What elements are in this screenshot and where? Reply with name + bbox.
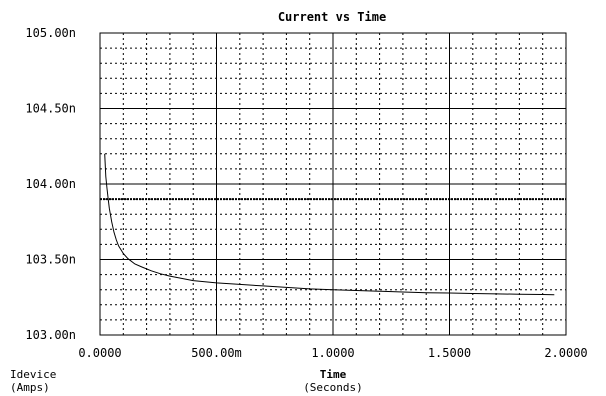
y-axis-label: Idevice [10, 368, 56, 381]
series-line-0 [104, 153, 555, 296]
x-tick-label: 1.5000 [428, 346, 471, 360]
x-tick-label: 1.0000 [311, 346, 354, 360]
chart-title: Current vs Time [278, 10, 386, 24]
x-tick-label: 2.0000 [544, 346, 587, 360]
y-tick-label: 103.00n [25, 328, 76, 342]
y-tick-label: 104.50n [25, 102, 76, 116]
x-axis-label: Time [320, 368, 347, 381]
y-tick-label: 103.50n [25, 253, 76, 267]
x-axis-unit: (Seconds) [303, 381, 363, 394]
x-tick-labels: 0.0000 500.00m 1.0000 1.5000 2.0000 [78, 346, 587, 360]
y-axis-unit: (Amps) [10, 381, 50, 394]
y-tick-labels: 103.00n 103.50n 104.00n 104.50n 105.00n [25, 26, 76, 342]
y-tick-label: 104.00n [25, 177, 76, 191]
x-tick-label: 500.00m [191, 346, 242, 360]
plot-frame [99, 32, 567, 336]
series-group [104, 153, 555, 296]
grid [100, 33, 566, 335]
x-tick-label: 0.0000 [78, 346, 121, 360]
y-tick-label: 105.00n [25, 26, 76, 40]
